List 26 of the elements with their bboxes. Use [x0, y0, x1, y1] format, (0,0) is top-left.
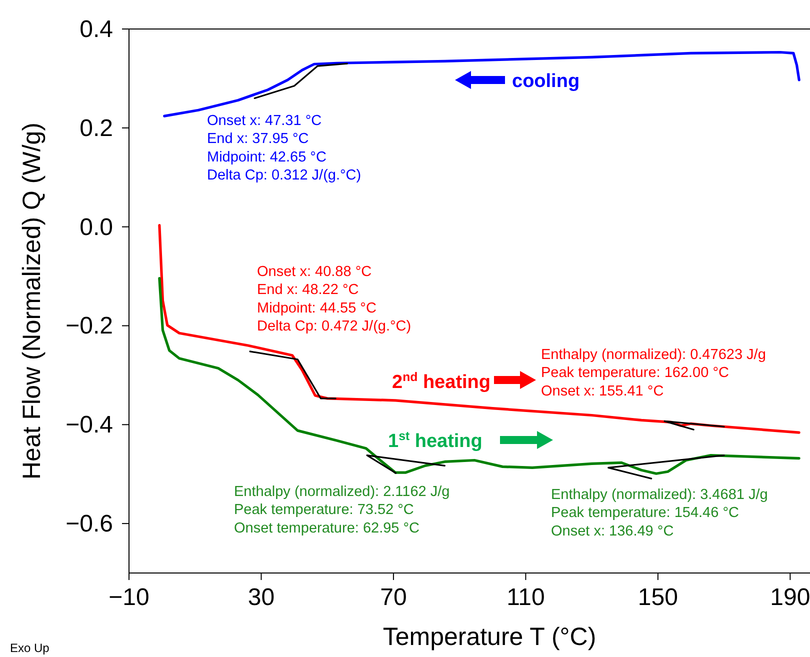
- line-series: [158, 276, 800, 475]
- x-tick-label: 190: [770, 584, 810, 611]
- x-tick-label: 30: [248, 584, 275, 611]
- y-tick-label: 0.4: [80, 16, 113, 43]
- y-axis-title: Heat Flow (Normalized) Q (W/g): [18, 122, 46, 480]
- y-tick-label: −0.4: [66, 412, 113, 439]
- y-tick-label: −0.6: [66, 510, 113, 538]
- y-tick-label: 0.2: [80, 114, 113, 142]
- line-series: [158, 224, 800, 434]
- x-axis-title: Temperature T (°C): [382, 623, 596, 651]
- x-tick-label: 150: [638, 584, 678, 611]
- annotation: Enthalpy (normalized): 3.4681 J/g Peak temperature: 154.46 °C Onset x: 136.49 °C: [551, 487, 768, 540]
- y-tick-label: −0.2: [66, 312, 113, 340]
- x-tick-label: 70: [380, 584, 407, 611]
- annotation: cooling: [512, 71, 580, 92]
- x-tick-label: −10: [108, 584, 150, 611]
- annotation: Enthalpy (normalized): 2.1162 J/g Peak temperature: 73.52 °C Onset temperature: 62.95 °C: [234, 484, 450, 536]
- x-tick-label: 110: [506, 584, 545, 611]
- annotation: Onset x: 47.31 °C End x: 37.95 °C Midpoint: 42.65 °C Delta Cp: 0.312 J/(g.°C): [207, 113, 362, 184]
- annotation: Enthalpy (normalized): 0.47623 J/g Peak temperature: 162.00 °C Onset x: 155.41 °C: [541, 347, 766, 400]
- annotation: 2$^{nd}$ heating: [392, 370, 491, 393]
- y-tick-label: 0.0: [80, 214, 113, 241]
- annotation: 1$^{st}$ heating: [388, 429, 482, 452]
- line-series: [254, 62, 348, 100]
- annotation: Onset x: 40.88 °C End x: 48.22 °C Midpoint: 44.55 °C Delta Cp: 0.472 J/(g.°C): [257, 264, 412, 334]
- text: Exo Up: [10, 641, 50, 655]
